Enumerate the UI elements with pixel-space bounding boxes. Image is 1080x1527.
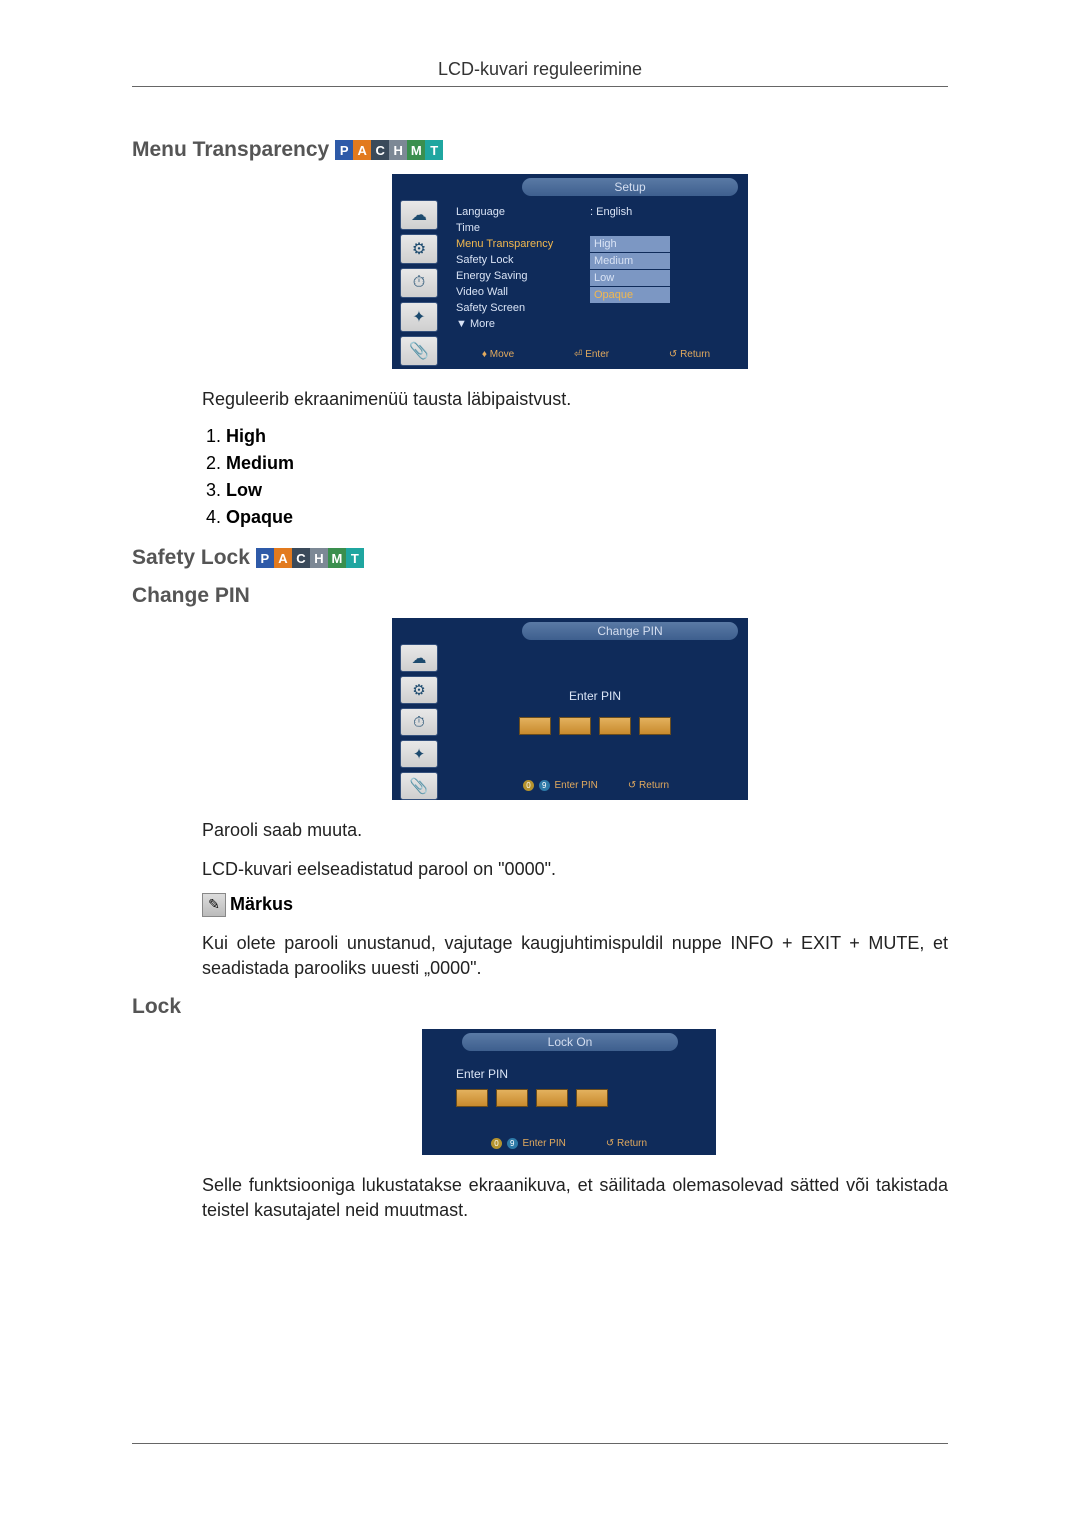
- osd-setup-menu: Language Time Menu Transparency Safety L…: [456, 204, 580, 332]
- footer-enter: ⏎ Enter: [574, 349, 609, 365]
- enter-pin-label: Enter PIN: [569, 689, 621, 703]
- section-title-menu-transparency: Menu Transparency PACHMT: [132, 138, 948, 162]
- menu-transparency-desc: Reguleerib ekraanimenüü tausta läbipaist…: [202, 387, 948, 412]
- menu-item: Time: [456, 220, 580, 236]
- osd-sidebar: ☁ ⚙ ⏱ ✦ 📎: [400, 644, 440, 800]
- page-header: LCD-kuvari reguleerimine: [0, 59, 1080, 80]
- menu-item: Safety Screen: [456, 300, 580, 316]
- osd-setup-screenshot: Setup ☁ ⚙ ⏱ ✦ 📎 Language Time Menu Transpare…: [392, 174, 748, 369]
- pin-box: [456, 1089, 488, 1107]
- pin-boxes: [456, 1089, 608, 1107]
- pin-box: [576, 1089, 608, 1107]
- osd-setup-footer: ♦ Move ⏎ Enter ↺ Return: [452, 349, 740, 365]
- sidebar-icon: ✦: [400, 302, 438, 332]
- sidebar-icon: ⏱: [400, 268, 438, 298]
- pin-box: [639, 717, 671, 735]
- osd-lock-footer: 0 9 Enter PIN ↺ Return: [422, 1138, 716, 1149]
- note-icon: ✎: [202, 893, 226, 917]
- zero-icon: 0: [523, 780, 534, 791]
- sidebar-icon: ☁: [400, 644, 438, 672]
- pachmt-badge: PACHMT: [256, 548, 364, 568]
- footer-enter-pin: 0 9 Enter PIN: [523, 780, 598, 796]
- footer-move: ♦ Move: [482, 349, 514, 365]
- menu-item: Language: [456, 204, 580, 220]
- title-text: Safety Lock: [132, 546, 250, 570]
- sidebar-icon: ✦: [400, 740, 438, 768]
- menu-item: Video Wall: [456, 284, 580, 300]
- change-pin-desc2: LCD-kuvari eelseadistatud parool on "000…: [202, 857, 948, 882]
- footer-enter-pin: 0 9 Enter PIN: [491, 1138, 566, 1149]
- osd-changepin-footer: 0 9 Enter PIN ↺ Return: [452, 780, 740, 796]
- osd-changepin-tab: Change PIN: [522, 622, 738, 640]
- pin-box: [496, 1089, 528, 1107]
- value-option-selected: Opaque: [590, 287, 670, 303]
- value-option: Medium: [590, 253, 670, 269]
- value-option: High: [590, 236, 670, 252]
- lock-desc: Selle funktsiooniga lukustatakse ekraani…: [202, 1173, 948, 1223]
- list-item: High: [226, 426, 948, 447]
- value-language: : English: [590, 204, 680, 220]
- value-option: Low: [590, 270, 670, 286]
- nine-icon: 9: [507, 1138, 518, 1149]
- menu-item-more: ▼ More: [456, 316, 580, 332]
- pin-box: [559, 717, 591, 735]
- footer-return: ↺ Return: [628, 780, 669, 796]
- nine-icon: 9: [539, 780, 550, 791]
- pin-boxes: [519, 717, 671, 735]
- note-row: ✎ Märkus: [202, 893, 948, 917]
- note-label: Märkus: [230, 894, 293, 915]
- section-title-change-pin: Change PIN: [132, 584, 948, 608]
- osd-lock-screenshot: Lock On Enter PIN 0 9 Enter PIN ↺ Return: [422, 1029, 716, 1155]
- footer-return: ↺ Return: [606, 1138, 647, 1149]
- osd-change-pin-screenshot: Change PIN ☁ ⚙ ⏱ ✦ 📎 Enter PIN 0 9 Enter PIN…: [392, 618, 748, 800]
- zero-icon: 0: [491, 1138, 502, 1149]
- menu-item: Safety Lock: [456, 252, 580, 268]
- osd-lock-tab: Lock On: [462, 1033, 678, 1051]
- title-text: Menu Transparency: [132, 138, 329, 162]
- pin-box: [536, 1089, 568, 1107]
- sidebar-icon: ⚙: [400, 676, 438, 704]
- pachmt-badge: PACHMT: [335, 140, 443, 160]
- sidebar-icon: ☁: [400, 200, 438, 230]
- transparency-options-list: High Medium Low Opaque: [202, 426, 948, 528]
- osd-setup-tab: Setup: [522, 178, 738, 196]
- menu-item: Energy Saving: [456, 268, 580, 284]
- note-text: Kui olete parooli unustanud, vajutage ka…: [202, 931, 948, 981]
- pin-box: [519, 717, 551, 735]
- sidebar-icon: ⚙: [400, 234, 438, 264]
- divider-top: [132, 86, 948, 87]
- section-title-safety-lock: Safety Lock PACHMT: [132, 546, 948, 570]
- divider-bottom: [132, 1443, 948, 1444]
- change-pin-desc1: Parooli saab muuta.: [202, 818, 948, 843]
- sidebar-icon: ⏱: [400, 708, 438, 736]
- enter-pin-label: Enter PIN: [456, 1067, 508, 1081]
- list-item: Medium: [226, 453, 948, 474]
- list-item: Opaque: [226, 507, 948, 528]
- osd-sidebar: ☁ ⚙ ⏱ ✦ 📎: [400, 200, 440, 366]
- list-item: Low: [226, 480, 948, 501]
- osd-setup-values: : English High Medium Low Opaque: [590, 204, 680, 304]
- footer-return: ↺ Return: [669, 349, 710, 365]
- sidebar-icon: 📎: [400, 772, 438, 800]
- sidebar-icon: 📎: [400, 336, 438, 366]
- section-title-lock: Lock: [132, 995, 948, 1019]
- menu-item-highlighted: Menu Transparency: [456, 236, 580, 252]
- pin-box: [599, 717, 631, 735]
